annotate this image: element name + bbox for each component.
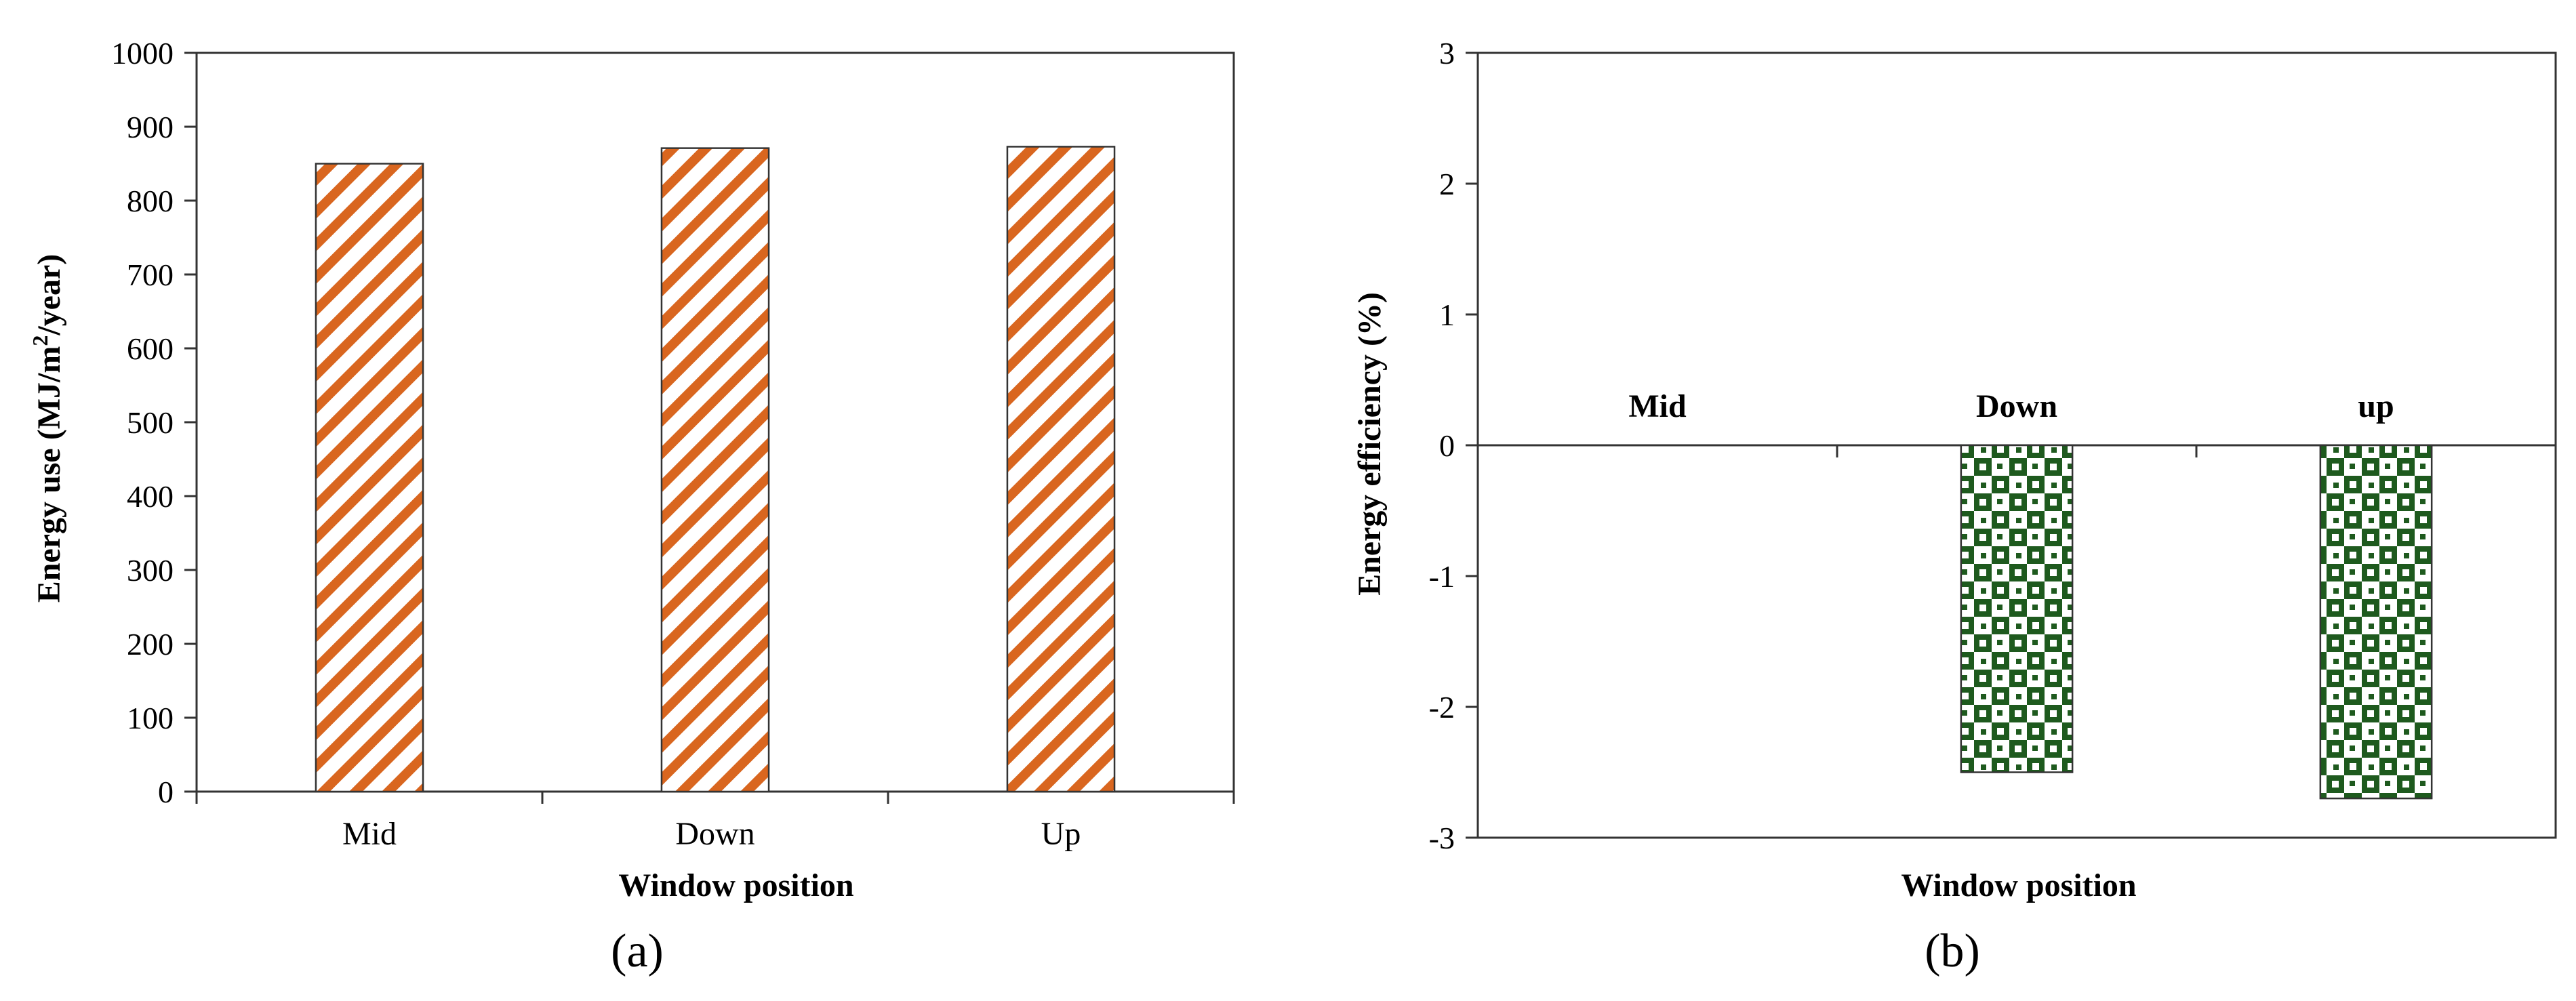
y-tick-label: 2: [1439, 167, 1455, 201]
x-tick-label: Down: [675, 816, 754, 852]
y-axis-title-superscript: 2: [28, 335, 52, 346]
y-tick-label: 300: [127, 553, 174, 588]
y-tick-label: -2: [1429, 690, 1455, 724]
x-axis-title: Window position: [1901, 867, 2136, 903]
x-tick-label: up: [2358, 388, 2394, 424]
x-axis-title: Window position: [618, 867, 853, 903]
y-tick-label: 1000: [111, 36, 174, 70]
x-tick-label: Mid: [342, 816, 397, 852]
bar-down: [1960, 444, 2074, 773]
y-tick-label: 100: [127, 701, 174, 735]
panel-label-b: (b): [1925, 925, 1980, 977]
y-tick-label: 700: [127, 258, 174, 292]
energy-use-chart: 0 100 200 300 400 500 600 700 800 900 1000 Mid Down…: [28, 36, 1235, 977]
x-tick-label: Down: [1976, 388, 2057, 424]
y-axis-title: Energy efficiency (%): [1352, 292, 1388, 596]
bar-mid: [315, 163, 424, 793]
y-tick-label: 500: [127, 405, 174, 440]
y-axis-title-part-1: Energy use (MJ/m: [31, 346, 67, 603]
y-tick-label: 0: [1439, 428, 1455, 463]
y-axis-title: Energy use (MJ/m2/year): [28, 254, 67, 603]
y-tick-label: 200: [127, 627, 174, 661]
y-tick-label: 1: [1439, 298, 1455, 332]
y-tick-label: 3: [1439, 36, 1455, 70]
x-tick-label: Up: [1041, 816, 1081, 852]
bar-up: [1006, 146, 1116, 793]
bar-up: [2319, 444, 2433, 800]
y-tick-label: 0: [158, 775, 174, 809]
y-tick-label: 900: [127, 110, 174, 144]
panel-label-a: (a): [611, 925, 664, 977]
y-tick-label: 400: [127, 479, 174, 514]
y-tick-label: 600: [127, 331, 174, 366]
bar-down: [660, 147, 770, 793]
y-tick-label: -3: [1429, 821, 1455, 855]
x-tick-label: Mid: [1628, 388, 1687, 424]
y-tick-label: 800: [127, 184, 174, 218]
y-tick-label: -1: [1429, 559, 1455, 594]
y-axis-title-part-3: /year): [31, 254, 67, 336]
energy-efficiency-chart: -3 -2 -1 0 1 2 3 Mid Down up Energy efficiency (…: [1352, 36, 2557, 977]
